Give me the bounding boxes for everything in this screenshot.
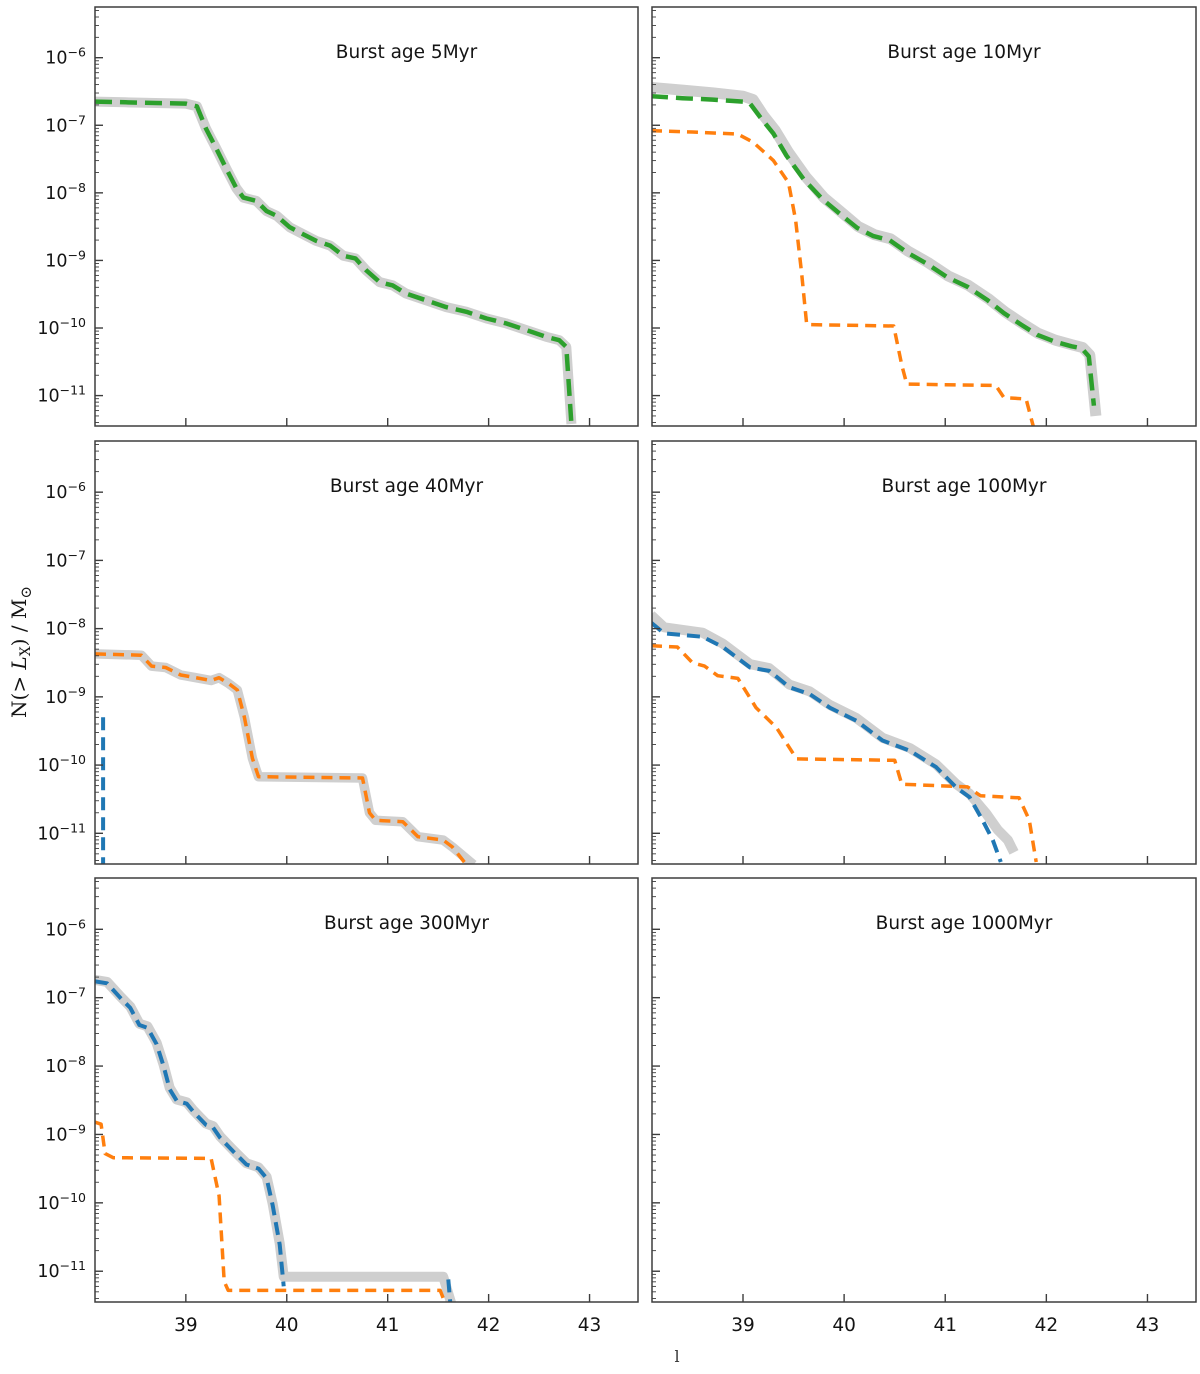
y-tick-label: 10−11 [37, 820, 86, 844]
panel-spines [94, 440, 639, 865]
x-tick-label: 43 [1136, 1315, 1160, 1336]
series-model-orange [652, 128, 1035, 426]
panel-burst-age-100myr: Burst age 100Myr [651, 440, 1197, 865]
panel-title: Burst age 10Myr [887, 42, 1041, 63]
panel-title: Burst age 1000Myr [876, 913, 1053, 934]
panel-spines [94, 6, 639, 427]
panel-spines [651, 440, 1197, 865]
panel-title: Burst age 100Myr [882, 476, 1047, 497]
series-model-blue-tail [446, 1279, 453, 1302]
series-model-orange [652, 643, 1038, 863]
y-tick-label: 10−8 [45, 616, 86, 640]
x-tick-label: 39 [174, 1315, 198, 1336]
x-axis-label-fragment: l [674, 1347, 679, 1366]
y-tick-label: 10−11 [37, 1258, 86, 1282]
panel-burst-age-1000myr: 39 40 41 42 43 Burst age 1000Myr [651, 877, 1197, 1336]
y-ticks [95, 9, 103, 423]
y-tick-label: 10−10 [37, 1190, 86, 1214]
x-tick-label: 40 [832, 1315, 856, 1336]
series-model-orange [95, 1120, 447, 1302]
panel-title: Burst age 5Myr [336, 42, 478, 63]
y-ticks [652, 444, 660, 861]
panel-series [95, 96, 577, 425]
series-uncertainty-band [652, 611, 1019, 855]
panel-burst-age-5myr: 10−6 10−7 10−8 10−9 10−10 10−11 Burst age 5Myr [37, 6, 639, 427]
y-tick-label: 10−6 [45, 916, 86, 940]
y-tick-label: 10−10 [37, 315, 86, 339]
series-model-green [652, 94, 1097, 406]
x-tick-label: 42 [1035, 1315, 1059, 1336]
y-tick-label: 10−6 [45, 479, 86, 503]
panel-series [95, 649, 477, 864]
y-ticks [652, 881, 660, 1299]
y-ticks [652, 9, 660, 423]
series-model-orange [95, 652, 468, 864]
x-tick-label: 41 [376, 1315, 400, 1336]
y-tick-label: 10−8 [45, 1053, 86, 1077]
y-tick-label: 10−9 [45, 684, 86, 708]
y-ticks [95, 881, 103, 1299]
panel-burst-age-40myr: 10−6 10−7 10−8 10−9 10−10 10−11 Burst age 40My… [37, 440, 639, 865]
x-tick-label: 41 [933, 1315, 957, 1336]
panel-title: Burst age 40Myr [330, 476, 484, 497]
panel-spines [651, 6, 1197, 427]
y-tick-label: 10−10 [37, 752, 86, 776]
series-model-green [95, 99, 574, 425]
y-tick-label: 10−8 [45, 180, 86, 204]
x-tick-label: 39 [731, 1315, 755, 1336]
panel-spines [94, 877, 639, 1303]
panel-burst-age-10myr: Burst age 10Myr [651, 6, 1197, 427]
y-tick-label: 10−9 [45, 1121, 86, 1145]
panel-spines [651, 877, 1197, 1303]
y-tick-label: 10−6 [45, 45, 86, 69]
panel-series [95, 974, 457, 1302]
x-tick-label: 40 [275, 1315, 299, 1336]
panel-title: Burst age 300Myr [324, 913, 489, 934]
x-tick-label: 43 [578, 1315, 602, 1336]
y-tick-label: 10−9 [45, 247, 86, 271]
panel-series [652, 611, 1038, 863]
y-tick-label: 10−7 [45, 547, 86, 571]
x-tick-label: 42 [477, 1315, 501, 1336]
y-tick-label: 10−11 [37, 383, 86, 407]
y-tick-label: 10−7 [45, 985, 86, 1009]
y-ticks [95, 444, 103, 861]
series-model-blue [95, 979, 286, 1287]
y-axis-label: N(> LX) / M⊙ [7, 586, 35, 718]
panel-burst-age-300myr: 10−6 10−7 10−8 10−9 10−10 10−11 39 40 41 42 43 Burs… [37, 877, 639, 1336]
y-tick-label: 10−7 [45, 112, 86, 136]
panel-series [652, 81, 1102, 426]
